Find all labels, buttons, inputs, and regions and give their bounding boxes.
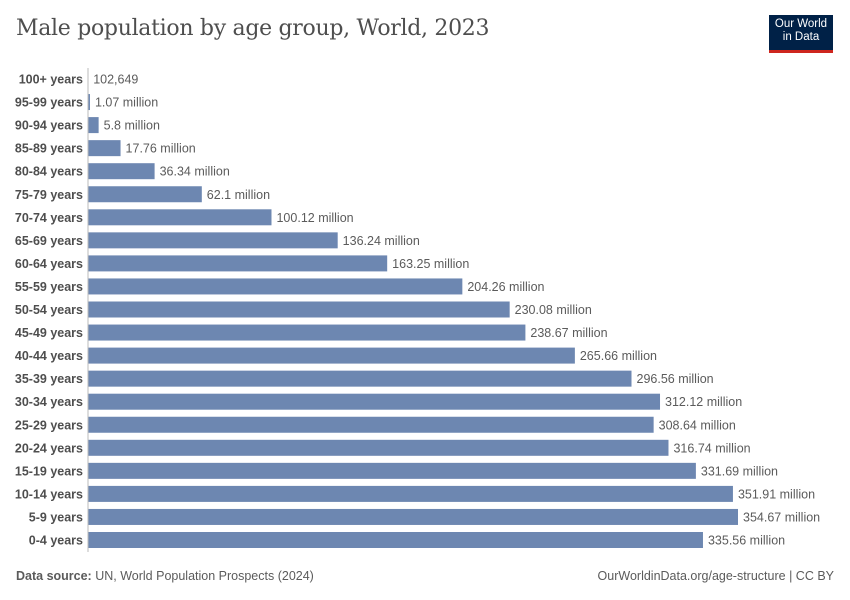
- value-label: 296.56 million: [637, 372, 714, 386]
- bar[interactable]: [88, 94, 90, 111]
- value-label: 5.8 million: [104, 119, 160, 133]
- category-label: 100+ years: [19, 73, 83, 87]
- value-label: 335.56 million: [708, 534, 785, 548]
- value-label: 316.74 million: [673, 441, 750, 455]
- category-label: 55-59 years: [15, 280, 83, 294]
- value-label: 17.76 million: [126, 142, 196, 156]
- value-label: 238.67 million: [530, 326, 607, 340]
- value-label: 1.07 million: [95, 96, 158, 110]
- value-label: 354.67 million: [743, 510, 820, 524]
- owid-link[interactable]: OurWorldinData.org/age-structure: [597, 569, 786, 583]
- value-label: 351.91 million: [738, 487, 815, 501]
- category-label: 10-14 years: [15, 487, 83, 501]
- bar[interactable]: [88, 416, 654, 433]
- value-label: 312.12 million: [665, 395, 742, 409]
- value-label: 331.69 million: [701, 464, 778, 478]
- category-label: 20-24 years: [15, 441, 83, 455]
- bar[interactable]: [88, 186, 202, 203]
- footer-link: OurWorldinData.org/age-structure | CC BY: [597, 569, 834, 583]
- bar[interactable]: [88, 439, 669, 456]
- category-label: 80-84 years: [15, 165, 83, 179]
- bar[interactable]: [88, 324, 526, 341]
- value-label: 102,649: [93, 73, 138, 87]
- value-label: 265.66 million: [580, 349, 657, 363]
- category-label: 25-29 years: [15, 418, 83, 432]
- value-label: 100.12 million: [276, 211, 353, 225]
- category-label: 35-39 years: [15, 372, 83, 386]
- bar[interactable]: [88, 301, 510, 318]
- source-text[interactable]: UN, World Population Prospects (2024): [95, 569, 314, 583]
- source-label: Data source:: [16, 569, 92, 583]
- logo-line-2: in Data: [782, 31, 820, 43]
- bar[interactable]: [88, 278, 463, 295]
- category-label: 60-64 years: [15, 257, 83, 271]
- bar-chart: 100+ years 102,649 95-99 years 1.07 million…: [15, 68, 820, 552]
- bar[interactable]: [88, 232, 338, 249]
- owid-logo[interactable]: Our World in Data: [769, 15, 833, 53]
- category-label: 95-99 years: [15, 96, 83, 110]
- chart-title: Male population by age group, World, 202…: [16, 16, 490, 41]
- bar[interactable]: [88, 370, 632, 387]
- category-label: 15-19 years: [15, 464, 83, 478]
- bar[interactable]: [88, 163, 155, 180]
- value-label: 204.26 million: [467, 280, 544, 294]
- category-label: 70-74 years: [15, 211, 83, 225]
- bar[interactable]: [88, 508, 738, 525]
- bar[interactable]: [88, 462, 696, 479]
- category-label: 65-69 years: [15, 234, 83, 248]
- category-label: 50-54 years: [15, 303, 83, 317]
- license[interactable]: CC BY: [795, 569, 834, 583]
- value-label: 36.34 million: [160, 165, 230, 179]
- bar[interactable]: [88, 255, 388, 272]
- value-label: 136.24 million: [343, 234, 420, 248]
- bar[interactable]: [88, 347, 575, 364]
- category-label: 5-9 years: [29, 510, 83, 524]
- category-label: 90-94 years: [15, 119, 83, 133]
- value-label: 308.64 million: [659, 418, 736, 432]
- logo-line-1: Our World: [774, 18, 828, 30]
- bar[interactable]: [88, 393, 661, 410]
- bar[interactable]: [88, 209, 272, 226]
- bar[interactable]: [88, 140, 121, 157]
- category-label: 45-49 years: [15, 326, 83, 340]
- category-label: 0-4 years: [29, 534, 83, 548]
- value-label: 163.25 million: [392, 257, 469, 271]
- bar[interactable]: [88, 532, 703, 548]
- data-source: Data source: UN, World Population Prospe…: [16, 569, 314, 583]
- category-label: 75-79 years: [15, 188, 83, 202]
- bar[interactable]: [88, 117, 99, 134]
- bar[interactable]: [88, 485, 733, 502]
- value-label: 62.1 million: [207, 188, 270, 202]
- category-label: 40-44 years: [15, 349, 83, 363]
- category-label: 30-34 years: [15, 395, 83, 409]
- value-label: 230.08 million: [515, 303, 592, 317]
- category-label: 85-89 years: [15, 142, 83, 156]
